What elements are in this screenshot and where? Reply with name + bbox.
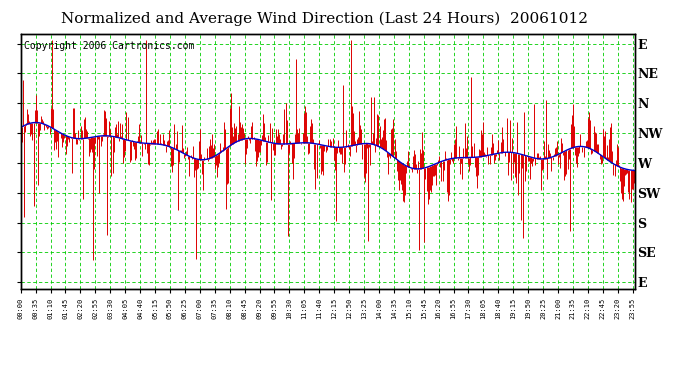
Text: Normalized and Average Wind Direction (Last 24 Hours)  20061012: Normalized and Average Wind Direction (L… <box>61 11 588 26</box>
Text: Copyright 2006 Cartronics.com: Copyright 2006 Cartronics.com <box>23 41 194 51</box>
